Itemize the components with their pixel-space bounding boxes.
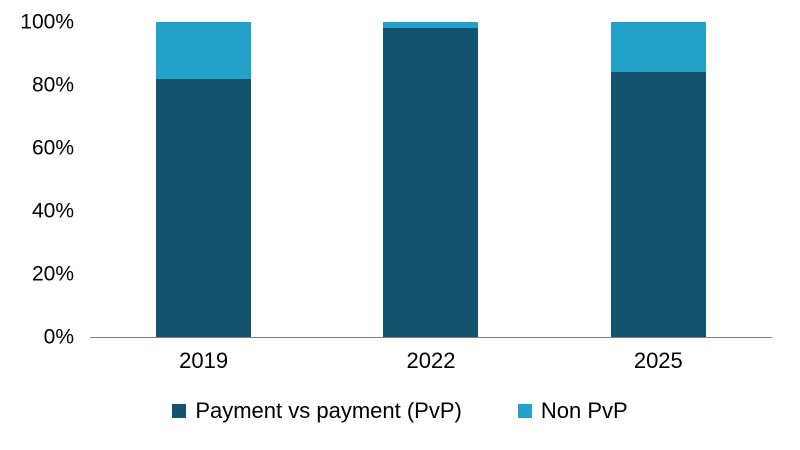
y-tick-label: 80% bbox=[31, 73, 74, 97]
y-tick-label: 40% bbox=[31, 199, 74, 223]
x-tick-label: 2022 bbox=[406, 348, 456, 373]
bar-segment-payment-vs-payment-pvp bbox=[610, 72, 706, 337]
legend-swatch bbox=[517, 404, 532, 418]
bar-2019 bbox=[156, 22, 252, 337]
legend-item: Payment vs payment (PvP) bbox=[172, 398, 462, 424]
bar-segment-non-pvp bbox=[610, 22, 706, 73]
plot-area bbox=[90, 22, 772, 337]
legend-item: Non PvP bbox=[517, 398, 628, 424]
y-tick-label: 20% bbox=[31, 262, 74, 286]
bar-segment-payment-vs-payment-pvp bbox=[383, 28, 479, 337]
bars-container bbox=[90, 22, 772, 337]
x-tick-label: 2025 bbox=[633, 348, 683, 373]
y-axis: 0% 20% 40% 60% 80% 100% bbox=[0, 12, 80, 348]
legend-swatch bbox=[172, 404, 187, 418]
x-axis-labels: 2019 2022 2025 bbox=[90, 348, 772, 374]
bar-2022 bbox=[383, 22, 479, 337]
y-tick-label: 60% bbox=[31, 136, 74, 160]
y-tick-label: 0% bbox=[43, 325, 74, 349]
legend-label: Non PvP bbox=[540, 398, 628, 423]
legend-label: Payment vs payment (PvP) bbox=[195, 398, 462, 423]
bar-segment-non-pvp bbox=[156, 22, 252, 79]
y-tick-label: 100% bbox=[20, 10, 74, 34]
bar-2025 bbox=[610, 22, 706, 337]
x-axis-line bbox=[90, 337, 772, 338]
bar-segment-payment-vs-payment-pvp bbox=[156, 78, 252, 337]
legend: Payment vs payment (PvP) Non PvP bbox=[0, 398, 800, 424]
x-tick-label: 2019 bbox=[179, 348, 229, 373]
bar-segment-non-pvp bbox=[383, 22, 479, 29]
